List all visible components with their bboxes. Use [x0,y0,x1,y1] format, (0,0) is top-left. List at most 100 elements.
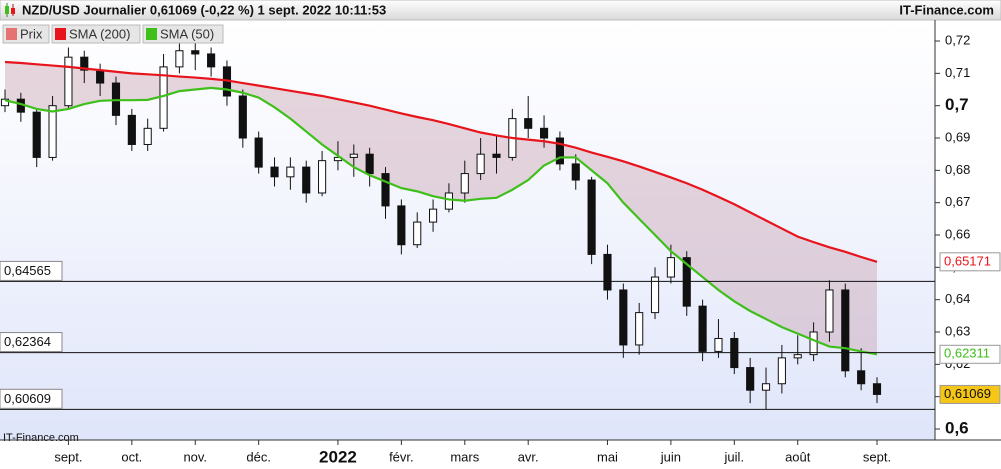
candle-body [777,357,786,385]
legend-swatch [6,28,17,40]
x-tick-label: sept. [54,449,82,464]
candle-body [64,56,73,107]
header-icon [5,3,15,17]
candle-body [302,166,311,194]
candle-body [286,166,295,178]
y-tick-label: 0,68 [945,162,970,177]
candle-body [539,127,549,139]
legend-swatch [55,28,66,40]
candle-body [492,153,501,158]
candle-body [127,114,136,145]
end-label: 0,62311 [944,346,990,361]
candle-body [460,173,469,194]
x-tick-label: juin [660,449,681,464]
candle-body [0,98,10,107]
candle-body [872,383,882,395]
end-label-box [939,344,1001,364]
legend-item [142,24,224,44]
y-tick-label: 0,69 [945,129,970,144]
candle-body [397,205,406,246]
candle-body [571,163,580,181]
candle-body [746,367,755,391]
x-tick-label: mars [450,449,479,464]
legend-swatch [146,28,157,40]
candle-body [714,337,723,352]
candle-body [698,305,707,352]
candle-body [175,50,184,68]
x-tick-label: 2022 [319,447,357,466]
candle-body [381,173,390,207]
level-label: 0,60609 [4,391,51,406]
legend-item [51,24,141,44]
end-label: 0,65171 [944,253,991,268]
x-tick-label: août [785,449,811,464]
candle-body [365,153,374,175]
legend-label: Prix [20,26,43,41]
y-tick-label: 0,63 [945,323,970,338]
legend-label: SMA (200) [69,26,130,41]
end-label-box [939,252,1001,272]
level-label: 0,62364 [4,334,51,349]
level-label: 0,64565 [4,263,51,278]
x-tick-label: avr. [518,449,539,464]
header [0,0,1001,21]
watermark: IT-Finance.com [3,432,79,444]
candle-body [96,69,105,84]
y-tick-label: 0,71 [945,65,970,80]
candle-body [318,160,327,194]
candle-body [619,289,628,346]
sma-band [5,62,877,355]
candle-body [207,53,216,68]
x-tick-label: nov. [183,449,207,464]
candle-body [476,153,485,175]
x-tick-label: déc. [246,449,271,464]
candle-body [444,192,453,210]
candle-body [429,208,438,223]
x-tick-label: sept. [863,449,891,464]
level-label-box [0,260,63,281]
y-tick-label: 0,7 [945,95,969,114]
candle-body [191,50,200,55]
candle-body [825,289,834,333]
candle-body [413,221,422,246]
candle-body [793,354,802,359]
end-label-box [939,384,1001,404]
candle-body [80,56,89,71]
candle-body [555,137,564,165]
y-tick-label: 0,6 [945,418,969,437]
candle-body [761,383,771,391]
end-label: 0,61069 [944,386,991,401]
x-tick-label: oct. [121,449,142,464]
sma-line [4,60,878,263]
candle-body [857,370,866,385]
candle-body [270,166,279,178]
y-tick-label: 0,72 [945,32,970,47]
candle-body [603,253,612,291]
y-tick-label: 0,67 [945,194,970,209]
sma-line [4,86,878,356]
candle-body [48,105,57,158]
candle-body [238,95,247,139]
candle-body [32,111,41,158]
candle-body [666,257,675,278]
candle-body [809,331,818,356]
x-tick-label: févr. [389,449,414,464]
source: IT-Finance.com [899,2,994,17]
y-tick-label: 0,64 [945,291,970,306]
candle-body [524,118,533,129]
candle-body [635,312,644,346]
legend-label: SMA (50) [160,26,214,41]
level-label-box [0,388,63,409]
candle-body [650,276,660,314]
candle-body [349,153,358,158]
candle-body [143,127,152,145]
chart-title: NZD/USD Journalier 0,61069 (-0,22 %) 1 s… [22,2,386,17]
x-tick-label: juil. [724,449,745,464]
candle-body [841,289,850,372]
candle-body [254,137,263,168]
x-tick-label: mai [597,449,618,464]
y-tick-label: 0,66 [945,226,970,241]
candle-body [587,179,596,255]
level-label-box [0,332,63,353]
